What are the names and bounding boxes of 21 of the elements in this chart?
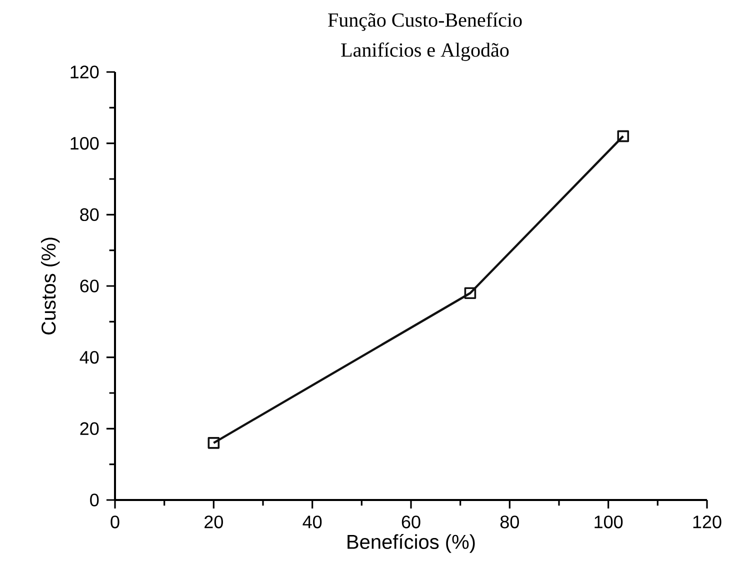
y-tick-label: 40 bbox=[80, 350, 99, 364]
y-tick-label: 0 bbox=[90, 494, 99, 506]
x-tick-label: 80 bbox=[500, 516, 519, 528]
y-tick-label: 60 bbox=[80, 280, 99, 292]
x-tick-label: 60 bbox=[402, 516, 420, 528]
x-tick-label: 0 bbox=[110, 516, 120, 528]
y-tick-label: 80 bbox=[80, 208, 99, 222]
chart-subtitle: Lanifícios e Algodão bbox=[341, 42, 509, 61]
x-tick-label: 120 bbox=[693, 516, 722, 528]
y-tick-label: 100 bbox=[70, 136, 99, 150]
point bbox=[208, 437, 220, 449]
x-tick-label: 100 bbox=[594, 516, 623, 528]
point bbox=[617, 130, 630, 142]
x-tick-label: 40 bbox=[302, 516, 322, 528]
y-tick-label: 20 bbox=[80, 422, 99, 436]
y-axis-title: Custos (%) bbox=[41, 238, 60, 334]
chart-title: Função Custo-Benefício bbox=[328, 12, 522, 31]
point bbox=[464, 287, 476, 300]
x-tick-label: 20 bbox=[204, 516, 223, 528]
y-tick-label: 120 bbox=[70, 66, 99, 78]
x-axis-title: Benefícios (%) bbox=[348, 534, 475, 553]
